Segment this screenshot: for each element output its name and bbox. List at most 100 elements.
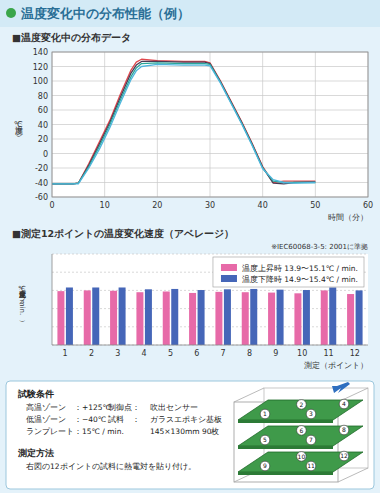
condition-value: 145×130mm 90枚 [150, 427, 219, 436]
x-tick-label: 1 [63, 349, 68, 358]
x-tick-label: 40 [258, 201, 268, 210]
series-line [52, 64, 315, 184]
bar [321, 290, 328, 345]
y-tick-label: -60 [35, 193, 48, 202]
x-tick-label: 7 [221, 349, 226, 358]
bar [329, 287, 336, 345]
point-marker [339, 451, 349, 461]
series-line [52, 61, 315, 184]
annotation: ※IEC60068-3-5: 2001に準拠 [271, 243, 368, 251]
header-band [0, 0, 380, 27]
x-tick-label: 60 [363, 201, 373, 210]
bar [303, 290, 310, 345]
y-tick-label: 100 [33, 77, 48, 86]
legend-label: 温度下降時 14.9〜15.4℃ / min. [242, 275, 358, 284]
lines [52, 59, 315, 184]
y-tick-label: -40 [35, 179, 48, 188]
conditions-title: 試験条件 [17, 389, 54, 399]
board-edge [238, 446, 333, 449]
bar [66, 287, 73, 345]
point-label: 2 [299, 401, 303, 408]
airflow-arrow [332, 382, 350, 393]
grid-line [52, 290, 368, 291]
bar [84, 290, 91, 345]
point-label: 11 [307, 462, 315, 469]
plot-area [52, 254, 368, 345]
x-tick-label: 9 [273, 349, 278, 358]
x-tick-label: 6 [194, 349, 199, 358]
bar [250, 289, 257, 345]
bar [92, 287, 99, 345]
legend: 温度上昇時 13.9〜15.1℃ / min. 温度下降時 14.9〜15.4℃ … [213, 257, 364, 287]
point-marker [260, 461, 270, 471]
bar [198, 290, 205, 345]
point-label: 12 [340, 452, 348, 459]
x-tick-label: 3 [115, 349, 120, 358]
point-marker [339, 425, 349, 435]
plot-area [52, 52, 368, 197]
condition-label: 低温ゾーン ： [26, 415, 82, 424]
board-edge [238, 472, 333, 475]
point-marker [297, 400, 307, 410]
y-tick-label: 80 [38, 92, 48, 101]
y-tick-label: 0 [43, 150, 48, 159]
bar [294, 293, 301, 345]
legend-swatch [221, 264, 237, 271]
grid-line [52, 326, 368, 327]
bars [57, 287, 362, 345]
point-label: 4 [342, 400, 346, 407]
condition-label: 高温ゾーン ： [26, 403, 82, 412]
grid-line [52, 345, 368, 346]
y-axis-line [52, 254, 53, 345]
y-axis-title: 温度変化速度（℃／min.） [18, 285, 26, 322]
bar [145, 289, 152, 345]
point-label: 7 [309, 436, 313, 443]
bar [215, 292, 222, 345]
condition-label: 試料 ： [108, 415, 140, 424]
point-label: 10 [298, 453, 306, 460]
x-tick-label: 4 [142, 349, 147, 358]
series-line [52, 63, 315, 184]
grid-line [52, 308, 368, 309]
bar [268, 293, 275, 345]
point-marker [260, 409, 270, 419]
bar [356, 290, 363, 345]
legend-swatch [221, 275, 237, 282]
bar [189, 293, 196, 345]
x-axis-line [52, 345, 368, 346]
series-line [52, 59, 315, 184]
plot-frame [52, 52, 368, 197]
x-tick-label: 12 [350, 349, 360, 358]
bar [347, 294, 354, 345]
y-axis-title: 温度（℃） [13, 120, 23, 137]
bar [242, 292, 249, 345]
point-label: 6 [299, 427, 303, 434]
x-tick-label: 8 [247, 349, 252, 358]
point-marker [306, 461, 316, 471]
board [238, 452, 363, 472]
grid-line [104, 52, 105, 197]
legend-label: 温度上昇時 13.9〜15.1℃ / min. [242, 264, 358, 273]
x-tick-label: 50 [310, 201, 320, 210]
conditions-box [6, 381, 374, 489]
point-label: 3 [309, 410, 313, 417]
method-text: 右図の12ポイントの試料に熱電対を貼り付け。 [26, 462, 196, 471]
grid-line [157, 52, 158, 197]
bar [277, 290, 284, 345]
condition-value: ガラスエポキシ基板 [150, 415, 222, 424]
method-title: 測定方法 [17, 448, 54, 458]
board [238, 400, 363, 420]
x-tick-label: 5 [168, 349, 173, 358]
condition-label: ランプレート： [26, 427, 82, 436]
point-label: 8 [342, 426, 346, 433]
frame-edge [234, 388, 264, 402]
x-axis-title: 測定（ポイント） [304, 361, 368, 370]
point-marker [306, 435, 316, 445]
condition-value: 15℃ / min. [82, 427, 124, 436]
condition-label: 制御点： [108, 403, 140, 412]
y-tick-label: 120 [33, 63, 48, 72]
bar [224, 289, 231, 345]
condition-value: −40℃ [82, 415, 106, 424]
chart-title: ■測定12ポイントの温度変化速度（アベレージ） [12, 228, 234, 239]
x-tick-label: 11 [323, 349, 333, 358]
